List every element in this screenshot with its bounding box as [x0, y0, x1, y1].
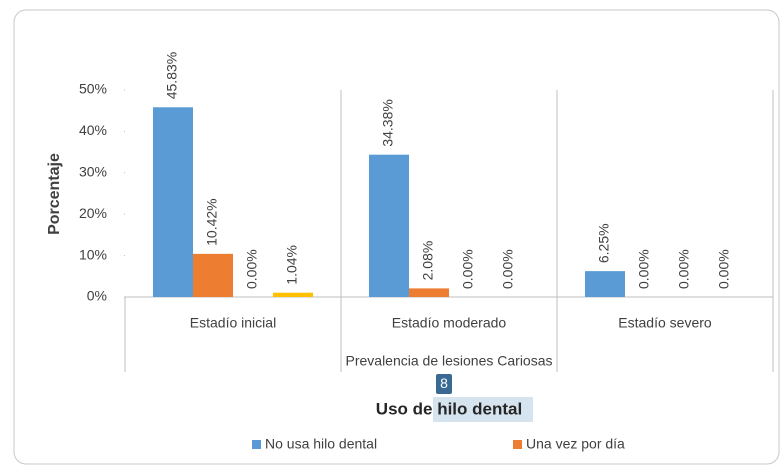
data-label: 1.04%	[284, 245, 300, 285]
data-label: 0.00%	[676, 249, 692, 289]
data-label: 0.00%	[636, 249, 652, 289]
data-label: 2.08%	[420, 241, 436, 281]
bar	[369, 154, 409, 297]
legend-swatch	[252, 440, 261, 449]
legend-swatch	[513, 440, 522, 449]
bar	[409, 288, 449, 297]
title-highlight	[433, 397, 533, 422]
y-tick-label: 50%	[79, 81, 107, 97]
y-tick-label: 40%	[79, 122, 107, 138]
x-tick-label: Estadío severo	[618, 315, 712, 331]
bar	[193, 253, 233, 297]
y-tick-label: 10%	[79, 246, 107, 262]
y-axis-title: Porcentaje	[46, 153, 63, 235]
data-label: 0.00%	[500, 249, 516, 289]
data-label: 34.38%	[380, 99, 396, 146]
x-tick-label: Estadío moderado	[392, 315, 507, 331]
bar	[153, 107, 193, 298]
legend-label: No usa hilo dental	[265, 436, 377, 452]
data-label: 6.25%	[596, 223, 612, 263]
data-label: 0.00%	[244, 249, 260, 289]
badge-box	[436, 374, 452, 394]
x-tick-label: Estadío inicial	[190, 315, 276, 331]
y-tick-label: 20%	[79, 205, 107, 221]
data-label: 10.42%	[204, 198, 220, 245]
chart-title: Uso de hilo dental	[376, 399, 522, 418]
data-label: 45.83%	[164, 52, 180, 99]
y-tick-label: 0%	[87, 288, 107, 304]
data-label: 0.00%	[460, 249, 476, 289]
y-tick-label: 30%	[79, 164, 107, 180]
legend-label: Una vez por día	[526, 436, 625, 452]
bar	[585, 271, 625, 297]
badge: 8	[440, 375, 448, 391]
x-axis-title: Prevalencia de lesiones Cariosas	[346, 353, 553, 369]
bar	[273, 292, 313, 297]
data-label: 0.00%	[716, 249, 732, 289]
